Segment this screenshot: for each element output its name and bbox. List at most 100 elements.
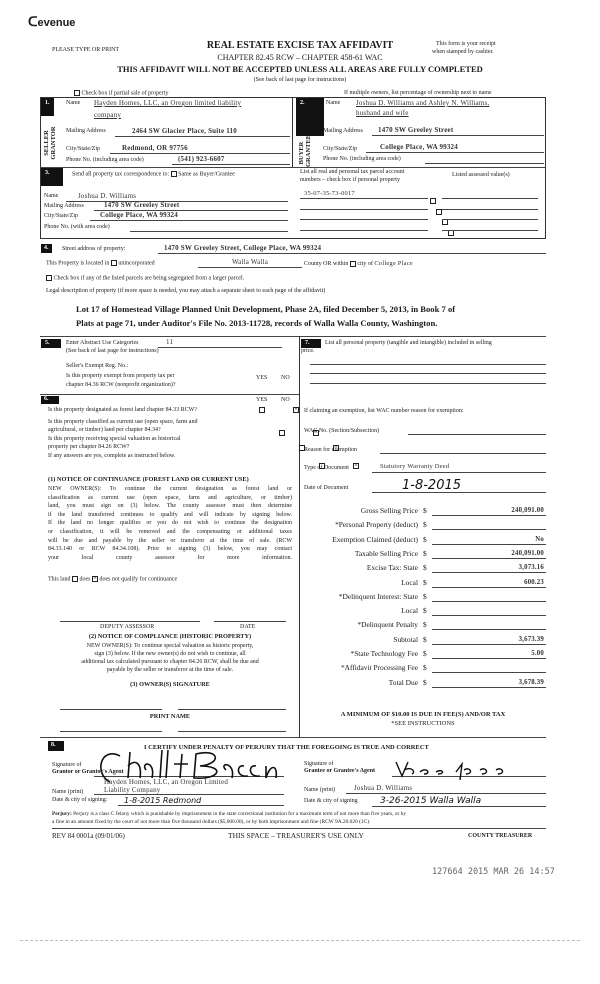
- county[interactable]: Walla Walla: [231, 258, 269, 266]
- section-5-tab: 5.: [41, 339, 61, 348]
- forest-yes-checkbox[interactable]: [279, 430, 285, 437]
- unincorporated-checkbox[interactable]: [110, 260, 117, 266]
- sec3-mailing[interactable]: 1470 SW Greeley Street: [104, 201, 180, 209]
- amount-label: Subtotal: [393, 634, 418, 644]
- amount-line: [432, 643, 546, 645]
- personal-property-checkbox[interactable]: [448, 229, 454, 236]
- grantee-date-city[interactable]: 3-26-2015 Walla Walla: [380, 796, 482, 806]
- amount-value[interactable]: 600.23: [524, 578, 544, 586]
- grantor-date-city[interactable]: 1-8-2015 Redmond: [124, 796, 202, 805]
- assessed-value-line: [442, 198, 538, 199]
- chapter: CHAPTER 82.45 RCW – CHAPTER 458-61 WAC: [217, 53, 383, 62]
- personal-property-checkbox[interactable]: [436, 208, 442, 215]
- nonprofit-no-checkbox[interactable]: [293, 405, 299, 414]
- property-street[interactable]: 1470 SW Greeley Street, College Place, W…: [164, 244, 322, 252]
- partial-sale-checkbox[interactable]: [74, 90, 80, 96]
- label: price.: [301, 348, 315, 354]
- currency-sign: $: [423, 677, 427, 687]
- label: Is this property designated as forest la…: [48, 407, 197, 413]
- label: Send all property tax correspondence to:: [72, 171, 170, 178]
- amount-value[interactable]: 240,091.00: [511, 549, 544, 557]
- label: Date of Document: [304, 485, 349, 491]
- amount-line: [432, 572, 546, 574]
- label: does not qualify for continuance: [99, 576, 178, 583]
- seller-mailing[interactable]: 2464 SW Glacier Place, Suite 110: [132, 127, 237, 135]
- label: Perjury is a class C felony which is pun…: [73, 811, 407, 817]
- current-use-yes-checkbox[interactable]: [299, 445, 305, 452]
- notice-compliance-text: payable by the seller or transferor at t…: [106, 667, 234, 673]
- amount-value[interactable]: 3,073.16: [518, 564, 544, 572]
- sec3-name[interactable]: Joshua D. Williams: [78, 192, 137, 200]
- same-as-buyer-checkbox[interactable]: [170, 171, 177, 177]
- amount-line: [432, 629, 546, 631]
- seller-city[interactable]: Redmond, OR 97756: [122, 144, 188, 152]
- notice-compliance-text: sign (3) below. If the new owner(s) do n…: [94, 651, 246, 657]
- currency-sign: $: [423, 620, 427, 630]
- seller-name-cont[interactable]: company: [94, 111, 122, 119]
- partial-sale[interactable]: Check box if partial sale of property: [74, 90, 168, 96]
- personal-property-checkbox[interactable]: [442, 219, 448, 226]
- forest-no-checkbox[interactable]: [313, 428, 319, 437]
- label: If any answers are yes, complete as inst…: [48, 453, 176, 459]
- parcel-number[interactable]: 35-07-35-73-0017: [304, 190, 355, 197]
- label: Mailing Address: [323, 128, 363, 134]
- treasurer-space: THIS SPACE – TREASURER'S USE ONLY: [228, 831, 364, 840]
- amount-line: [432, 600, 546, 602]
- amount-line: [432, 529, 546, 531]
- amount-label: *Delinquent Penalty: [357, 620, 418, 630]
- abstract-use-category[interactable]: 11: [166, 338, 174, 346]
- segregated-checkbox[interactable]: [46, 275, 52, 281]
- label: Check box if any of the listed parcels a…: [53, 275, 245, 282]
- amount-value[interactable]: 240,091.00: [511, 507, 544, 514]
- revenue-logo: ᑕevenue: [28, 14, 76, 29]
- seller-phone[interactable]: (541) 923-6607: [178, 155, 225, 163]
- document-date[interactable]: 1-8-2015: [402, 478, 462, 493]
- currency-sign: $: [423, 577, 427, 587]
- amount-value[interactable]: 5.00: [531, 650, 544, 657]
- label: Is this property classified as current u…: [48, 419, 198, 425]
- sec3-city[interactable]: College Place, WA 99324: [100, 211, 178, 219]
- buyer-name[interactable]: Joshua D. Williams and Ashley N. William…: [356, 99, 490, 107]
- nonprofit-yes-checkbox[interactable]: [259, 407, 265, 414]
- amount-value[interactable]: 3,673.39: [518, 635, 544, 643]
- historical-yes-checkbox[interactable]: [319, 463, 325, 470]
- amount-value[interactable]: No: [535, 535, 544, 543]
- buyer-name-cont[interactable]: husband and wife: [356, 109, 409, 117]
- historical-no-checkbox[interactable]: [353, 461, 359, 470]
- does-checkbox[interactable]: [72, 576, 78, 582]
- label: Phone No. (with area code): [44, 224, 110, 230]
- grantor-name[interactable]: Hayden Homes, LLC, an Oregon Limited: [104, 778, 229, 786]
- grantor-name-cont[interactable]: Liability Company: [104, 786, 161, 794]
- notice-continuance-title: (1) NOTICE OF CONTINUANCE (FOREST LAND O…: [48, 476, 249, 483]
- receipt-note: This form is your receipt: [436, 41, 496, 47]
- label: agricultural, or timber) land per chapte…: [48, 427, 161, 433]
- currency-sign: $: [423, 520, 427, 530]
- personal-property-checkbox[interactable]: [430, 198, 436, 205]
- current-use-no-checkbox[interactable]: [333, 443, 339, 452]
- buyer-city[interactable]: College Place, WA 99324: [380, 143, 458, 151]
- perjury-line1: Perjury: Perjury is a class C felony whi…: [52, 811, 406, 817]
- label: city of: [357, 261, 373, 267]
- label: Perjury:: [52, 811, 72, 817]
- city[interactable]: College Place: [374, 260, 413, 267]
- label: Name: [44, 193, 59, 199]
- grantee-name[interactable]: Joshua D. Williams: [354, 784, 413, 792]
- city-checkbox[interactable]: [349, 260, 356, 267]
- amount-value[interactable]: 3,678.39: [518, 678, 544, 686]
- seller-name[interactable]: Hayden Homes, LLC, an Oregon limited lia…: [94, 99, 242, 107]
- label: NO: [281, 375, 290, 381]
- section-3-tab: 3.: [41, 168, 63, 186]
- amount-label: Gross Selling Price: [360, 506, 418, 515]
- buyer-mailing[interactable]: 1470 SW Greeley Street: [378, 126, 454, 134]
- does-not-checkbox[interactable]: [92, 574, 98, 582]
- legal-description-cont: Plats at page 71, under Auditor's File N…: [76, 318, 438, 328]
- label: Mailing Address: [44, 203, 84, 209]
- label: Is this property exempt from property ta…: [66, 373, 175, 379]
- parcel-line: [300, 219, 428, 220]
- warning: THIS AFFIDAVIT WILL NOT BE ACCEPTED UNLE…: [117, 64, 483, 74]
- document-type[interactable]: Statutory Warranty Deed: [380, 463, 450, 470]
- amount-line: [432, 686, 546, 688]
- county-treasurer: COUNTY TREASURER: [468, 833, 533, 839]
- section-7-tab: 7.: [301, 339, 321, 348]
- label: Signature of: [52, 762, 82, 768]
